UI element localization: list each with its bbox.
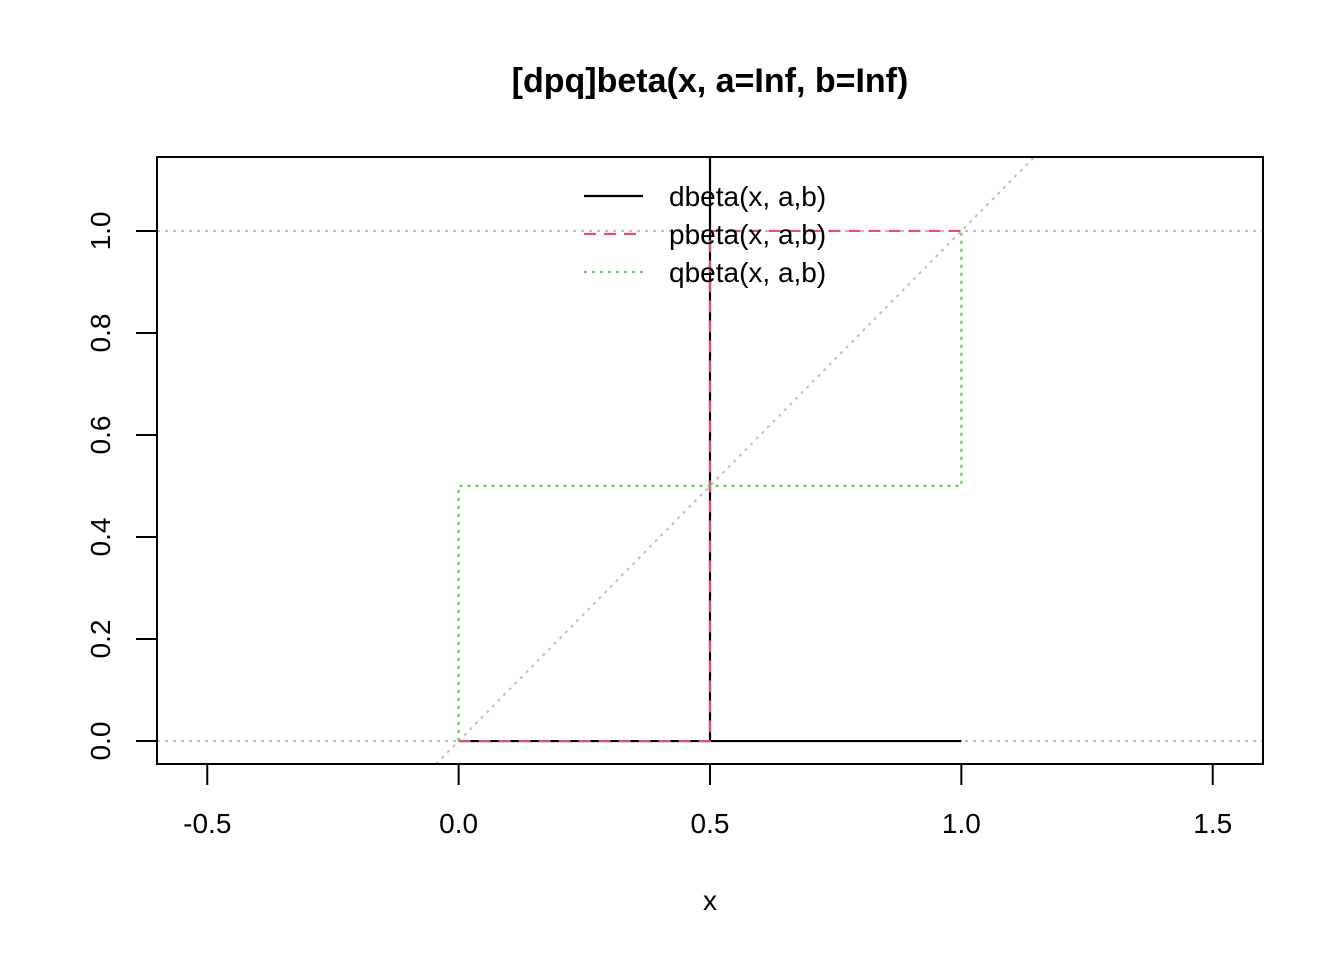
x-tick-label-3: 1.0 [942, 808, 981, 839]
legend: dbeta(x, a,b) pbeta(x, a,b) qbeta(x, a,b) [584, 181, 826, 288]
legend-label-2: qbeta(x, a,b) [669, 257, 826, 288]
y-tick-label-5: 1.0 [85, 211, 116, 250]
y-tick-label-1: 0.2 [85, 620, 116, 659]
series-line-2 [457, 230, 963, 742]
legend-label-0: dbeta(x, a,b) [669, 181, 826, 212]
y-tick-label-2: 0.4 [85, 518, 116, 557]
reference-diagonal [435, 156, 1035, 765]
y-tick-label-3: 0.6 [85, 416, 116, 455]
x-tick-label-0: -0.5 [183, 808, 231, 839]
y-tick-label-0: 0.0 [85, 722, 116, 761]
x-axis: -0.5 0.0 0.5 1.0 1.5 [183, 763, 1232, 839]
legend-label-1: pbeta(x, a,b) [669, 219, 826, 250]
y-axis: 0.0 0.2 0.4 0.6 0.8 1.0 [85, 211, 158, 761]
x-axis-label: x [703, 885, 717, 916]
x-tick-label-1: 0.0 [439, 808, 478, 839]
series-layer [457, 157, 963, 743]
chart-title: [dpq]beta(x, a=Inf, b=Inf) [512, 62, 909, 100]
x-tick-label-4: 1.5 [1193, 808, 1232, 839]
x-tick-label-2: 0.5 [691, 808, 730, 839]
y-tick-label-4: 0.8 [85, 314, 116, 353]
